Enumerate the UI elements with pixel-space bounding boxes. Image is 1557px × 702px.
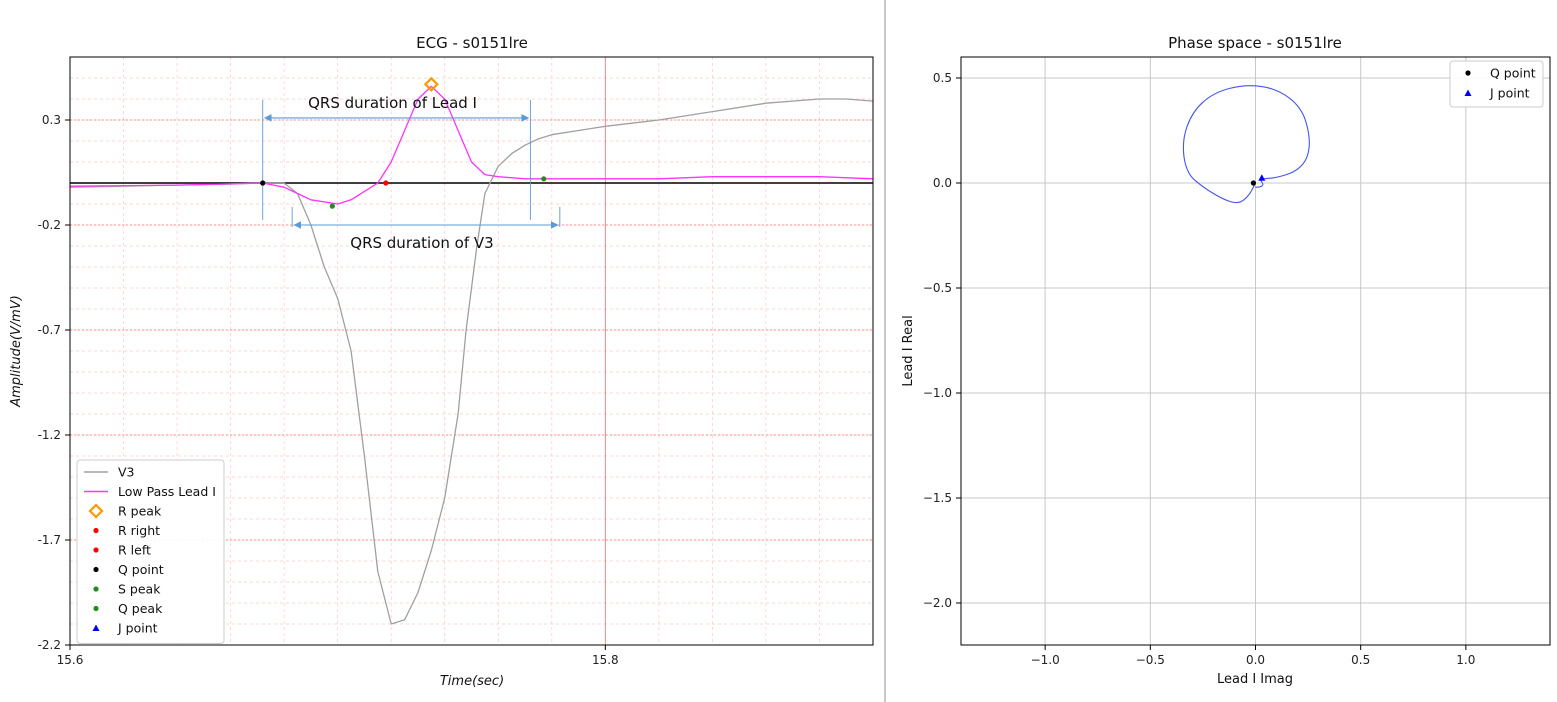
ecg-title: ECG - s0151lre bbox=[416, 34, 528, 52]
phase-legend-j-point-swatch bbox=[1464, 89, 1472, 96]
ecg-y-tick-label: -0.2 bbox=[38, 218, 61, 232]
ecg-legend-j-point-label: J point bbox=[117, 621, 158, 636]
phase-title: Phase space - s0151lre bbox=[1168, 34, 1342, 52]
phase-x-tick-label: 0.5 bbox=[1351, 653, 1370, 667]
phase-y-tick-label: −1.5 bbox=[923, 491, 952, 505]
phase-y-axis-label: Lead I Real bbox=[901, 315, 916, 386]
phase-trajectory-line bbox=[1182, 85, 1310, 204]
phase-legend-q-point-swatch bbox=[1465, 70, 1471, 76]
ecg-legend-r-right-swatch bbox=[93, 527, 99, 534]
ecg-legend-q-peak-label: Q peak bbox=[118, 601, 163, 616]
phase-x-axis-label: Lead I Imag bbox=[1217, 672, 1293, 687]
ecg-marker-q-point bbox=[260, 180, 266, 186]
ecg-series-layer bbox=[69, 85, 874, 625]
ecg-x-tick-label: 15.8 bbox=[592, 653, 619, 667]
ecg-y-tick-label: -1.7 bbox=[38, 533, 61, 547]
phase-legend-j-point-label: J point bbox=[1489, 86, 1530, 101]
ecg-y-axis-label: Amplitude(V/mV) bbox=[9, 295, 24, 408]
ecg-marker-q-peak bbox=[541, 176, 547, 182]
phase-y-tick-label: −2.0 bbox=[923, 596, 952, 610]
phase-grid bbox=[961, 57, 1550, 645]
ecg-legend-q-point-label: Q point bbox=[118, 562, 164, 577]
ecg-annotation-layer: QRS duration of Lead I QRS duration of V3 bbox=[262, 94, 561, 252]
ecg-marker-layer bbox=[260, 76, 547, 209]
phase-ticks: −1.0 −0.5 0.0 0.5 1.0 0.5 0.0 −0.5 −1.0 −1.5 −2.0 bbox=[923, 71, 1476, 667]
phase-legend-box bbox=[1449, 60, 1544, 108]
phase-marker-j-point bbox=[1258, 174, 1266, 181]
phase-legend-q-point-label: Q point bbox=[1490, 66, 1536, 81]
ecg-marker-s-peak bbox=[329, 203, 335, 209]
phase-y-tick-label: −0.5 bbox=[923, 281, 952, 295]
phase-trajectory-layer bbox=[1182, 85, 1310, 204]
ecg-legend-v3-label: V3 bbox=[118, 465, 135, 480]
ecg-ticks: 15.6 15.8 0.3 -0.2 -0.7 -1.2 -1.7 -2.2 bbox=[38, 113, 619, 667]
ecg-legend: V3 Low Pass Lead I R peak R right R left Q po… bbox=[76, 459, 225, 644]
ecg-y-tick-label: -2.2 bbox=[38, 638, 61, 652]
ecg-legend-s-peak-label: S peak bbox=[118, 582, 161, 597]
ecg-legend-r-left-label: R left bbox=[118, 543, 151, 558]
ecg-legend-r-peak-swatch bbox=[88, 503, 104, 519]
phase-x-tick-label: 0.0 bbox=[1246, 653, 1265, 667]
ecg-legend-j-point-swatch bbox=[92, 624, 100, 631]
phase-y-tick-label: 0.0 bbox=[933, 176, 952, 190]
ecg-legend-s-peak-swatch bbox=[93, 586, 99, 592]
phase-x-tick-label: −0.5 bbox=[1136, 653, 1165, 667]
ecg-legend-q-peak-swatch bbox=[93, 605, 99, 612]
phase-chart: −1.0 −0.5 0.0 0.5 1.00.50.0−0.5−1.0−1.5−2.0 … bbox=[901, 34, 1551, 687]
ecg-legend-q-point-swatch bbox=[93, 566, 99, 573]
phase-marker-q-point bbox=[1250, 180, 1256, 186]
ecg-annotation-qrs-duration-of-lead-i-label: QRS duration of Lead I bbox=[308, 94, 477, 112]
phase-y-tick-label: 0.5 bbox=[933, 71, 952, 85]
ecg-y-tick-label: -0.7 bbox=[38, 323, 61, 337]
ecg-x-axis-label: Time(sec) bbox=[440, 674, 504, 689]
ecg-legend-r-peak-label: R peak bbox=[118, 504, 162, 519]
phase-y-tick-label: −1.0 bbox=[923, 386, 952, 400]
ecg-series-low-pass-lead-i bbox=[69, 85, 874, 205]
ecg-annotation-qrs-duration-of-v3-label: QRS duration of V3 bbox=[350, 234, 493, 252]
ecg-legend-low-pass-lead-i-label: Low Pass Lead I bbox=[118, 484, 216, 499]
ecg-plot-frame bbox=[69, 56, 874, 646]
ecg-marker-r-peak bbox=[423, 76, 439, 92]
ecg-x-tick-label: 15.6 bbox=[57, 653, 84, 667]
ecg-marker-r-right bbox=[383, 180, 389, 186]
ecg-chart: QRS duration of Lead I QRS duration of V3… bbox=[9, 34, 874, 689]
phase-legend: Q point J point bbox=[1449, 60, 1544, 108]
ecg-y-tick-label: 0.3 bbox=[42, 113, 61, 127]
phase-x-tick-label: 1.0 bbox=[1456, 653, 1475, 667]
ecg-legend-r-left-swatch bbox=[93, 547, 99, 553]
ecg-legend-r-right-label: R right bbox=[118, 523, 160, 538]
ecg-legend-box bbox=[76, 459, 225, 644]
ecg-y-tick-label: -1.2 bbox=[38, 428, 61, 442]
ecg-series-v3 bbox=[69, 98, 874, 625]
phase-marker-layer bbox=[1250, 174, 1266, 186]
phase-x-tick-label: −1.0 bbox=[1031, 653, 1060, 667]
